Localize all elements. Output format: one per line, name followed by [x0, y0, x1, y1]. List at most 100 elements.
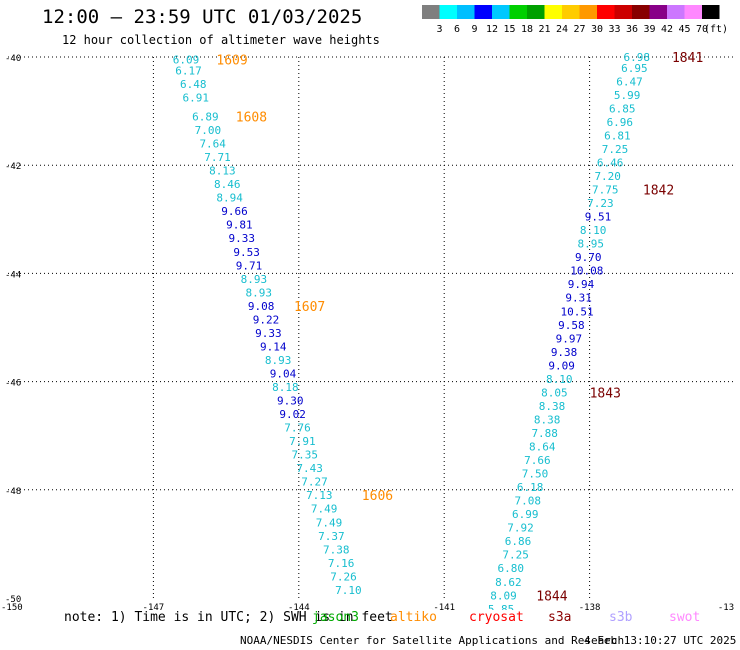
- colorbar-tick-label: 12: [486, 24, 498, 35]
- wave-height-label: 7.10: [335, 584, 362, 597]
- wave-height-label: 8.93: [245, 286, 272, 299]
- wave-height-label: 9.09: [548, 359, 575, 372]
- wave-height-label: 8.05: [541, 386, 568, 399]
- wave-height-label: 8.13: [209, 165, 236, 178]
- colorbar-swatch: [597, 5, 615, 19]
- wave-height-label: 9.51: [585, 211, 612, 224]
- pass-time-label: 1607: [294, 300, 325, 315]
- wave-height-label: 7.35: [292, 449, 319, 462]
- wave-height-label: 6.80: [498, 562, 524, 575]
- colorbar-tick-label: 3: [436, 24, 442, 35]
- colorbar-tick-label: 21: [538, 24, 550, 35]
- wave-height-label: 9.97: [556, 332, 583, 345]
- colorbar-tick-label: 6: [454, 24, 460, 35]
- wave-height-label: 8.10: [580, 224, 607, 237]
- wave-height-label: 7.75: [592, 184, 619, 197]
- wave-height-label: 9.53: [233, 246, 260, 259]
- pass-time-label: 1841: [672, 51, 703, 66]
- wave-height-label: 8.18: [272, 381, 299, 394]
- wave-height-label: 5.99: [614, 89, 641, 102]
- satellite-legend-jason3: jason3: [312, 610, 359, 625]
- satellite-legend-altiko: altiko: [390, 610, 437, 625]
- wave-height-label: 7.25: [502, 549, 529, 562]
- wave-height-label: 7.00: [195, 124, 222, 137]
- wave-height-label: 5.85: [488, 603, 515, 610]
- corner-lon-label: -150: [1, 603, 23, 610]
- wave-height-label: 8.93: [265, 354, 292, 367]
- pass-time-label: 1609: [216, 54, 247, 69]
- wave-height-label: 7.50: [522, 468, 549, 481]
- colorbar-swatch: [457, 5, 475, 19]
- wave-height-label: 6.18: [517, 481, 544, 494]
- wave-height-label: 8.10: [546, 373, 573, 386]
- colorbar-tick-label: 27: [573, 24, 585, 35]
- wave-height-map: -40 -42 -44 -46 -48 -50-150 -147 -144 -141 -138 -1…: [1, 51, 735, 610]
- colorbar-tick-label: 30: [591, 24, 603, 35]
- wave-height-label: 6.96: [607, 116, 634, 129]
- pass-time-label: 1608: [236, 111, 267, 126]
- wave-height-label: 8.95: [577, 238, 604, 251]
- wave-height-label: 9.70: [575, 251, 602, 264]
- wave-height-label: 8.38: [534, 413, 561, 426]
- wave-height-label: 6.47: [616, 75, 643, 88]
- wave-height-label: 7.16: [328, 557, 355, 570]
- colorbar-swatch: [579, 5, 597, 19]
- wave-height-label: 9.02: [279, 408, 306, 421]
- wave-height-label: 6.89: [192, 111, 219, 124]
- wave-height-label: 6.09: [173, 54, 200, 67]
- wave-height-label: 10.08: [570, 265, 603, 278]
- wave-height-label: 7.37: [318, 530, 345, 543]
- colorbar-tick-label: 42: [661, 24, 673, 35]
- colorbar-swatch: [439, 5, 457, 19]
- footer-note-row: note: 1) Time is in UTC; 2) SWH is in fe…: [0, 610, 740, 632]
- longitude-tick-label: -141: [433, 603, 455, 610]
- colorbar-swatch: [422, 5, 440, 19]
- wave-height-label: 7.20: [594, 170, 621, 183]
- wave-height-label: 6.17: [175, 65, 202, 78]
- colorbar-swatch: [544, 5, 562, 19]
- wave-height-label: 9.14: [260, 340, 287, 353]
- pass-time-label: 1843: [590, 386, 621, 401]
- colorbar-swatch: [527, 5, 545, 19]
- footer-note: note: 1) Time is in UTC; 2) SWH is in fe…: [64, 610, 393, 625]
- colorbar-tick-label: 9: [471, 24, 477, 35]
- colorbar-swatch: [649, 5, 667, 19]
- colorbar-tick-label: 70: [696, 24, 708, 35]
- wave-height-label: 9.30: [277, 395, 304, 408]
- longitude-tick-label: -144: [288, 603, 310, 610]
- colorbar-tick-label: 36: [626, 24, 638, 35]
- color-scale-legend: 3 6 9 12 15 18 21 24 27 30 33 36 39 42 45 70(ft): [422, 5, 728, 35]
- colorbar-swatch: [492, 5, 510, 19]
- latitude-tick-label: -42: [5, 162, 21, 172]
- wave-height-label: 9.38: [551, 346, 578, 359]
- colorbar-swatch: [562, 5, 580, 19]
- latitude-tick-label: -40: [5, 54, 21, 64]
- colorbar-swatch: [474, 5, 492, 19]
- latitude-tick-label: -44: [5, 270, 21, 280]
- longitude-tick-label: -147: [143, 603, 165, 610]
- wave-height-label: 7.13: [306, 489, 333, 502]
- wave-height-label: 9.22: [253, 313, 279, 326]
- wave-height-label: 7.88: [531, 427, 558, 440]
- wave-height-label: 8.93: [241, 273, 268, 286]
- wave-height-label: 9.66: [221, 205, 248, 218]
- pass-time-label: 1606: [362, 489, 393, 504]
- wave-height-label: 6.81: [604, 129, 631, 142]
- colorbar-tick-label: 18: [521, 24, 533, 35]
- wave-height-label: 7.66: [524, 454, 551, 467]
- chart-title: 12:00 – 23:59 UTC 01/03/2025: [42, 6, 363, 28]
- wave-height-label: 7.26: [330, 570, 357, 583]
- wave-height-label: 9.33: [255, 327, 282, 340]
- wave-height-label: 7.08: [514, 495, 541, 508]
- wave-height-label: 9.81: [226, 219, 253, 232]
- wave-height-label: 6.85: [609, 102, 636, 115]
- wave-height-label: 6.99: [512, 508, 539, 521]
- wave-height-label: 7.76: [284, 422, 311, 435]
- longitude-tick-label: -138: [579, 603, 601, 610]
- wave-height-label: 6.98: [624, 51, 651, 64]
- wave-height-label: 7.43: [296, 462, 323, 475]
- colorbar-swatch: [667, 5, 685, 19]
- credit-text: NOAA/NESDIS Center for Satellite Applica…: [240, 634, 625, 647]
- colorbar-swatch: [614, 5, 632, 19]
- wave-height-label: 7.25: [602, 143, 629, 156]
